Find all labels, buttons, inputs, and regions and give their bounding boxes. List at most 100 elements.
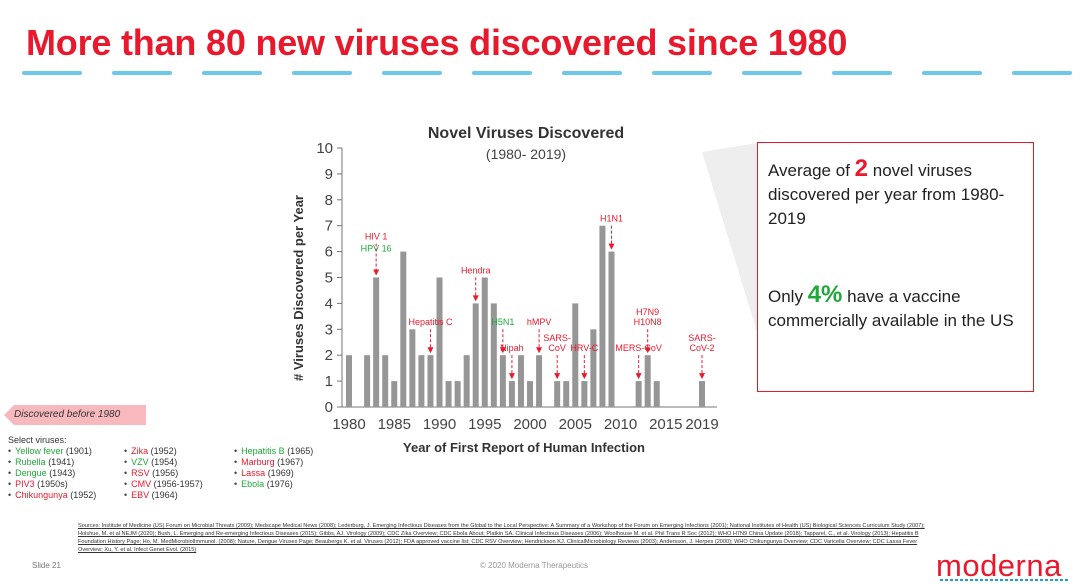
y-tick-label: 2 — [325, 347, 333, 364]
bar — [472, 303, 479, 407]
bar — [391, 381, 398, 407]
chart-title: Novel Viruses Discovered — [428, 125, 624, 142]
annotation-label: CoV — [548, 343, 566, 353]
annotation-arrowhead — [536, 347, 543, 354]
bar — [508, 381, 515, 407]
x-tick-label: 2000 — [513, 416, 546, 433]
left-arrow-icon — [4, 405, 146, 425]
vaccine-percent: 4% — [807, 281, 843, 308]
annotation-label: HRV-C — [570, 343, 598, 353]
annotation-label: H1N1 — [600, 214, 623, 224]
title-dash — [742, 71, 802, 75]
annotation-arrowhead — [699, 373, 705, 380]
virus-list-item: Ebola (1976) — [234, 479, 313, 490]
bar — [382, 355, 389, 407]
select-viruses-label: Select viruses: — [8, 435, 67, 445]
bar — [635, 381, 642, 407]
virus-list-item: Chikungunya (1952) — [8, 490, 96, 501]
y-tick-label: 7 — [325, 218, 333, 235]
y-tick-label: 0 — [325, 399, 333, 416]
bar — [554, 381, 561, 407]
bar — [599, 225, 606, 407]
moderna-logo: moderna — [936, 548, 1062, 583]
title-dash — [1012, 71, 1072, 75]
bar — [490, 303, 497, 407]
bar — [527, 381, 534, 407]
annotation-label: H10N8 — [634, 317, 662, 327]
annotation-arrowhead — [508, 373, 515, 380]
y-tick-label: 5 — [325, 270, 333, 287]
annotation-arrowhead — [373, 269, 380, 276]
virus-list-column-3: Hepatitis B (1965)Marburg (1967)Lassa (1… — [234, 446, 313, 490]
virus-list-item: Yellow fever (1901) — [8, 446, 96, 457]
x-tick-label: 2010 — [604, 416, 637, 433]
average-value: 2 — [854, 155, 869, 182]
bar — [445, 381, 452, 407]
virus-list-item: CMV (1956-1957) — [124, 479, 203, 490]
bar — [400, 251, 407, 407]
annotation-arrowhead — [608, 243, 615, 250]
bar — [427, 355, 434, 407]
virus-list-item: PIV3 (1950s) — [8, 479, 96, 490]
x-tick-label: 1990 — [423, 416, 456, 433]
annotation-arrowhead — [472, 295, 479, 302]
annotation-label: Nipah — [500, 343, 524, 353]
copyright-notice: © 2020 Moderna Therapeutics — [480, 561, 589, 570]
bar — [590, 329, 597, 407]
title-dash — [22, 71, 82, 75]
callout-average-text: Average of 2 novel viruses discovered pe… — [768, 155, 1005, 229]
annotation-label: SARS- — [688, 333, 716, 343]
virus-list-column-1: Yellow fever (1901)Rubella (1941)Dengue … — [8, 446, 96, 501]
virus-list-item: Dengue (1943) — [8, 468, 96, 479]
virus-list-item: Rubella (1941) — [8, 457, 96, 468]
bar — [581, 381, 588, 407]
annotation-label: Hendra — [461, 265, 491, 275]
slide-title: More than 80 new viruses discovered sinc… — [26, 22, 848, 63]
x-tick-label: 1995 — [468, 416, 501, 433]
x-tick-label: 1985 — [378, 416, 411, 433]
annotation-label: HIV 1 — [365, 232, 388, 242]
virus-list-item: RSV (1956) — [124, 468, 203, 479]
bar — [409, 329, 416, 407]
bar — [454, 381, 461, 407]
bar — [644, 355, 651, 407]
annotation-label: H7N9 — [636, 307, 659, 317]
annotation-arrowhead — [427, 347, 434, 354]
title-dash — [922, 71, 982, 75]
annotation-label: MERS-CoV — [615, 343, 662, 353]
annotation-label: Hepatitis C — [408, 317, 453, 327]
annotation-label: SARS- — [543, 333, 571, 343]
bar — [373, 277, 380, 407]
bar — [608, 251, 615, 407]
y-tick-label: 4 — [325, 295, 333, 312]
bar — [563, 381, 570, 407]
y-axis-label: # Viruses Discovered per Year — [291, 195, 306, 381]
virus-list-item: Hepatitis B (1965) — [234, 446, 313, 457]
y-tick-label: 10 — [316, 140, 333, 157]
annotation-label: H5N1 — [491, 317, 514, 327]
y-tick-label: 3 — [325, 321, 333, 338]
bar — [364, 355, 371, 407]
bar — [418, 355, 425, 407]
annotation-label: HPV 16 — [361, 244, 392, 254]
bar — [463, 355, 470, 407]
annotation-label: hMPV — [527, 317, 552, 327]
title-dash — [112, 71, 172, 75]
virus-list-column-2: Zika (1952)VZV (1954)RSV (1956)CMV (1956… — [124, 446, 203, 501]
bar — [699, 381, 705, 407]
bar — [481, 277, 488, 407]
callout-pointer — [702, 143, 757, 332]
title-dash — [832, 71, 892, 75]
annotation-arrowhead — [581, 373, 588, 380]
slide-number: Slide 21 — [32, 561, 61, 570]
x-tick-label: 2005 — [559, 416, 592, 433]
callout-box: Average of 2 novel viruses discovered pe… — [757, 142, 1034, 392]
title-dash — [562, 71, 622, 75]
discovered-before-1980-tag: Discovered before 1980 — [4, 405, 146, 425]
x-tick-label: 2015 — [649, 416, 682, 433]
bar — [653, 381, 660, 407]
title-dash — [382, 71, 442, 75]
logo-underline — [940, 579, 1068, 581]
annotation-label: CoV-2 — [689, 343, 714, 353]
title-dash — [202, 71, 262, 75]
